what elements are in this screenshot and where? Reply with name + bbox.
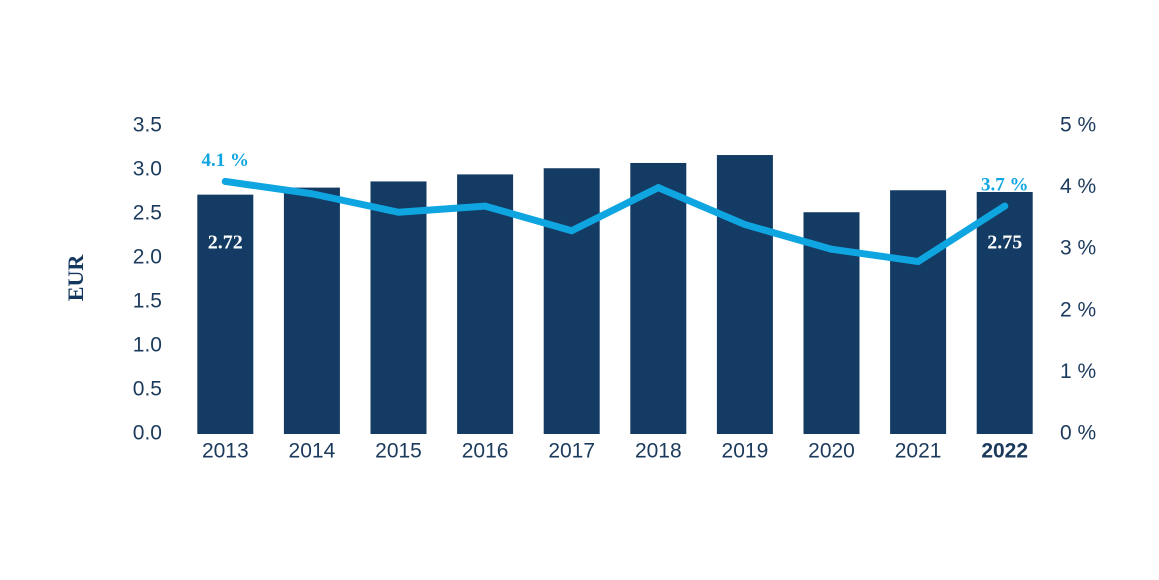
line-point [914,258,922,266]
y-axis-label: EUR [63,254,88,302]
x-tick-label: 2013 [202,440,249,463]
y2-tick-label: 5 % [1060,114,1096,137]
x-tick-label: 2018 [635,440,682,463]
line-point [741,221,749,229]
y2-tick-label: 0 % [1060,422,1096,445]
line-point [221,177,229,185]
y2-tick-label: 3 % [1060,237,1096,260]
y-tick-label: 2.5 [133,202,162,225]
line-point [308,190,316,198]
x-tick-label: 2016 [462,440,509,463]
x-tick-label: 2017 [548,440,595,463]
y-tick-label: 2.0 [133,246,162,269]
x-tick-label: 2019 [722,440,769,463]
bar [630,162,687,434]
bar-value-label: 2.75 [987,232,1022,254]
line-series [221,177,1009,266]
y-tick-label: 3.0 [133,158,162,181]
bar [543,168,600,435]
line-point [568,227,576,235]
y2-tick-label: 2 % [1060,298,1096,321]
bar [283,187,340,434]
y-tick-label: 0.0 [133,422,162,445]
x-tick-label: 2015 [375,440,422,463]
y2-tick-label: 1 % [1060,360,1096,383]
bar [890,190,947,434]
y-tick-label: 0.5 [133,378,162,401]
line-point [654,184,662,192]
x-tick-label: 2021 [895,440,942,463]
x-tick-label: 2014 [289,440,336,463]
bar [197,194,254,434]
bar-value-label: 2.72 [208,232,243,254]
line-point [395,208,402,216]
y-tick-label: 1.0 [133,334,162,357]
line-point [481,202,489,210]
y-tick-label: 3.5 [133,114,162,137]
bar [370,181,427,434]
line-value-label: 4.1 % [202,150,250,171]
y-tick-label: 1.5 [133,290,162,313]
line-point [828,245,835,253]
x-tick-label: 2020 [808,440,855,463]
y2-tick-label: 4 % [1060,175,1096,198]
line-point [1001,202,1009,210]
bar [716,155,773,435]
bar [976,192,1033,434]
bar [457,174,514,434]
x-tick-label: 2022 [981,440,1028,463]
line-value-label: 3.7 % [981,174,1029,195]
